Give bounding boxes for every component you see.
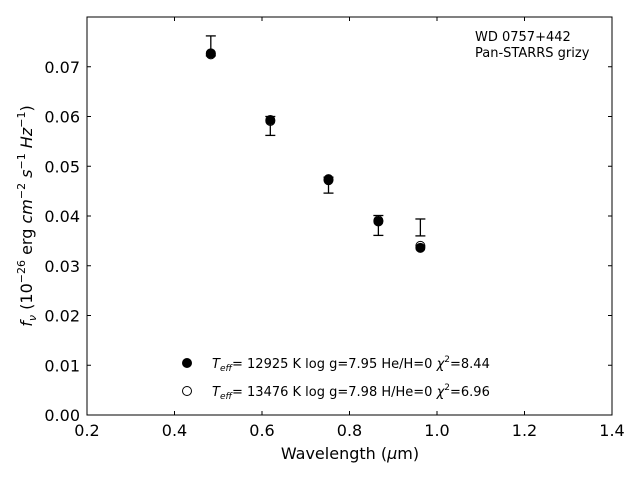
legend-label-1: Teff= 12925 K log g=7.95 He/H=0 χ2=8.44 (212, 355, 490, 374)
x-tick-label: 0.6 (249, 421, 274, 440)
y-tick-label: 0.01 (44, 356, 80, 375)
observed-error-bar (415, 218, 426, 237)
model-point-open (323, 175, 334, 186)
model-point-open (373, 215, 384, 226)
plot-area (86, 16, 613, 416)
y-tick-label: 0.02 (44, 307, 80, 326)
y-tick-label: 0.07 (44, 58, 80, 77)
error-bars (205, 35, 426, 237)
y-tick-label: 0.04 (44, 207, 80, 226)
x-tick-label: 1.0 (424, 421, 449, 440)
y-ticks: 0.00 0.01 0.02 0.03 0.04 0.05 0.06 0.07 (44, 58, 612, 425)
x-tick-label: 0.2 (74, 421, 99, 440)
legend: Teff= 12925 K log g=7.95 He/H=0 χ2=8.44 … (182, 355, 490, 402)
x-ticks: 0.2 0.4 0.6 0.8 1.0 1.2 1.4 (74, 17, 625, 440)
annotation-object: WD 0757+442 (475, 30, 571, 45)
x-tick-label: 0.4 (162, 421, 187, 440)
legend-label-2: Teff= 13476 K log g=7.98 H/He=0 χ2=6.96 (212, 383, 490, 402)
x-tick-label: 0.8 (337, 421, 362, 440)
y-tick-label: 0.00 (44, 406, 80, 425)
model-point-open (265, 115, 276, 126)
legend-marker-filled (182, 358, 192, 368)
y-tick-label: 0.06 (44, 108, 80, 127)
model-point-open (415, 240, 426, 251)
y-axis-label: fν (10−26 erg cm−2 s−1 Hz−1) (15, 105, 39, 326)
y-tick-label: 0.03 (44, 257, 80, 276)
y-tick-label: 0.05 (44, 157, 80, 176)
model-point-open (205, 49, 216, 60)
x-tick-label: 1.4 (599, 421, 624, 440)
model-markers (205, 48, 426, 253)
x-tick-label: 1.2 (512, 421, 537, 440)
annotation-survey: Pan-STARRS grizy (475, 46, 590, 61)
x-axis-label: Wavelength (μm) (281, 444, 419, 463)
legend-marker-open (182, 386, 192, 396)
